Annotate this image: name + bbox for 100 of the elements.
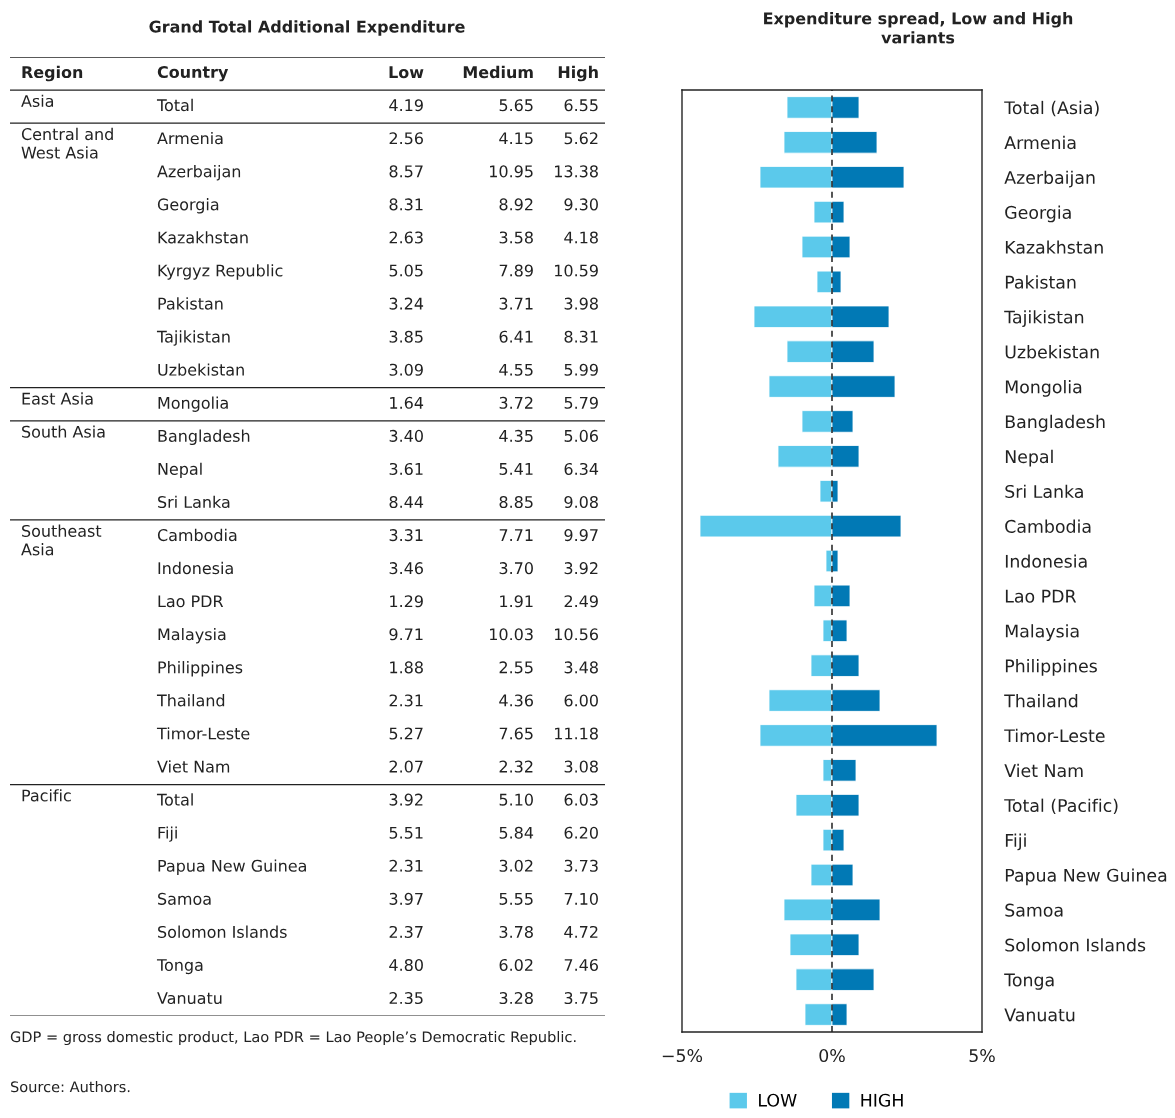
y-tick-label: Bangladesh	[158, 429, 250, 446]
x-tick-label: High	[558, 65, 598, 82]
data-label: 3.78	[499, 925, 533, 938]
data-label: 1.29	[390, 595, 423, 608]
y-tick-label: Kazakhstan	[158, 231, 248, 244]
data-label: 8.31	[564, 330, 598, 343]
data-label: 3.61	[389, 462, 423, 475]
data-label: 5.41	[499, 463, 533, 475]
y-tick-label: Viet Nam	[157, 760, 230, 773]
y-tick-label: Lao PDR	[158, 595, 224, 608]
y2-tick-label: Asia	[21, 94, 54, 108]
y-tick-label: Thailand	[156, 694, 225, 707]
y-tick-label: Sri Lanka	[158, 495, 230, 509]
data-label: 4.36	[499, 694, 533, 707]
legend-label: HIGH	[861, 1093, 903, 1107]
legend-label: LOW	[759, 1093, 797, 1107]
y-tick-label: Total	[156, 98, 193, 112]
data-label: 8.44	[389, 495, 424, 509]
y-tick-label: Mongolia	[158, 396, 228, 412]
y-tick-label: Timor-Leste	[156, 727, 250, 740]
y-tick-label: Kyrgyz Republic	[158, 264, 283, 280]
x-tick-label: Medium	[463, 65, 533, 79]
data-label: 9.71	[389, 628, 423, 641]
y-tick-label: Malaysia	[1005, 624, 1079, 641]
data-label: 4.55	[499, 363, 533, 376]
data-label: 3.02	[499, 859, 533, 872]
data-label: 6.00	[564, 694, 598, 707]
y-tick-label: Tajikistan	[1004, 310, 1084, 327]
data-label: 8.57	[389, 165, 423, 178]
data-label: 3.24	[389, 297, 424, 310]
chart-title: Grand Total Additional Expenditure	[149, 20, 465, 36]
data-label: 2.56	[389, 132, 423, 145]
data-label: 2.32	[499, 760, 533, 773]
y-tick-label: Timor-Leste	[1004, 728, 1105, 743]
data-label: 13.38	[555, 165, 598, 178]
data-label: 1.64	[390, 396, 424, 409]
y2-tick-label: Southeast Asia	[21, 524, 102, 556]
data-label: 4.15	[499, 132, 533, 145]
y-tick-label: Mongolia	[1005, 379, 1082, 397]
y2-tick-label: Pacific	[22, 789, 71, 802]
y-tick-label: Fiji	[1005, 833, 1026, 851]
data-label: 5.51	[389, 826, 423, 839]
y-tick-label: Sri Lanka	[1005, 484, 1083, 499]
y-tick-label: Thailand	[1004, 693, 1078, 708]
y-tick-label: Pakistan	[158, 297, 223, 310]
y-tick-label: Papua New Guinea	[158, 859, 306, 875]
data-label: 2.31	[389, 694, 423, 707]
data-label: 6.03	[564, 793, 598, 806]
data-label: 6.34	[564, 462, 599, 475]
y-axis-title: Country	[157, 65, 229, 82]
data-label: 2.07	[389, 760, 423, 773]
data-label: 6.02	[499, 958, 533, 972]
chart-title: Expenditure spread, Low and High variants	[764, 12, 1073, 44]
data-label: 8.31	[389, 198, 423, 211]
y-tick-label: Pakistan	[1005, 275, 1076, 289]
y-tick-label: Uzbekistan	[1005, 345, 1099, 359]
data-label: 3.73	[564, 859, 598, 872]
data-label: 5.62	[564, 132, 598, 145]
data-label: 10.56	[555, 628, 598, 641]
data-label: 5.27	[389, 727, 423, 740]
data-label: 7.46	[564, 958, 598, 972]
data-label: 2.49	[564, 595, 598, 608]
y-tick-label: Georgia	[1005, 205, 1071, 223]
data-label: 6.55	[564, 99, 598, 112]
data-label: 5.55	[499, 893, 533, 905]
y-tick-label: Uzbekistan	[158, 363, 244, 376]
data-label: 3.70	[499, 562, 533, 575]
data-label: 3.08	[564, 760, 598, 773]
y-tick-label: Indonesia	[1005, 554, 1087, 568]
y-tick-label: Malaysia	[158, 627, 226, 644]
data-label: 3.97	[389, 892, 423, 905]
data-label: 9.30	[564, 198, 598, 211]
y-tick-label: Cambodia	[157, 528, 237, 542]
data-label: 3.85	[389, 330, 423, 343]
y-tick-label: Bangladesh	[1005, 414, 1105, 432]
data-label: 4.35	[499, 429, 533, 442]
data-label: 9.08	[564, 495, 598, 509]
data-label: 4.18	[564, 231, 598, 244]
data-label: 6.41	[499, 330, 533, 343]
y-tick-label: Nepal	[1005, 449, 1053, 467]
data-label: 5.79	[564, 396, 598, 409]
data-label: 5.05	[389, 264, 423, 277]
y2-tick-label: East Asia	[22, 392, 93, 405]
y-tick-label: Total (Asia)	[1004, 100, 1099, 117]
x-tick-label: Low	[389, 66, 424, 79]
data-label: 1.88	[390, 661, 423, 674]
y-tick-label: Tonga	[1004, 973, 1054, 990]
data-label: 3.09	[389, 363, 423, 376]
data-label: 3.71	[499, 297, 533, 310]
data-label: 5.06	[564, 429, 598, 442]
data-label: 3.28	[499, 992, 533, 1005]
data-label: 2.31	[389, 859, 423, 872]
data-label: 3.58	[499, 231, 533, 244]
source-note: Source: Authors.	[10, 1081, 130, 1093]
y2-tick-label: Central and West Asia	[21, 127, 113, 159]
y-tick-label: Total (Pacific)	[1004, 798, 1118, 815]
y-tick-label: Tonga	[156, 959, 203, 975]
y-tick-label: Vanuatu	[157, 992, 222, 1005]
x-tick-label: 5%	[969, 1048, 995, 1063]
y2-tick-label: South Asia	[22, 425, 105, 438]
